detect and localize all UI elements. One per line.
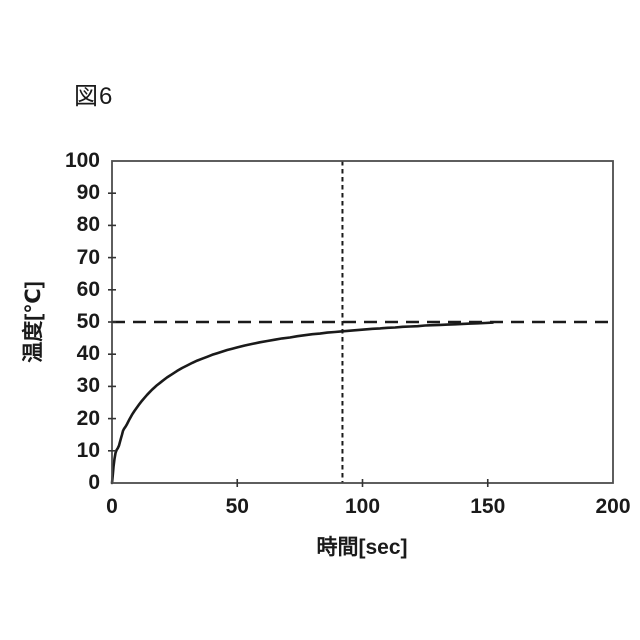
x-tick-label-100: 100 <box>344 495 381 518</box>
x-tick-label-200: 200 <box>595 495 631 518</box>
y-tick-label-0: 0 <box>88 471 100 494</box>
y-tick-label-20: 20 <box>76 406 100 430</box>
x-tick-label-150: 150 <box>470 495 506 518</box>
y-tick-label-90: 90 <box>76 181 100 205</box>
figure-label: 図6 <box>74 83 114 110</box>
y-tick-label-80: 80 <box>76 213 100 237</box>
y-tick-label-50: 50 <box>76 310 100 333</box>
data-series-curve <box>110 321 495 485</box>
y-tick-label-40: 40 <box>76 342 100 366</box>
y-tick-label-10: 10 <box>76 438 100 462</box>
reference-lines <box>112 161 613 483</box>
y-tick-label-70: 70 <box>76 245 100 269</box>
x-tick-label-50: 50 <box>225 495 249 518</box>
y-axis-title: 温度[℃] <box>22 281 45 363</box>
y-tick-label-100: 100 <box>64 149 100 172</box>
x-tick-label-0: 0 <box>106 495 118 518</box>
temperature-curve <box>110 321 495 485</box>
y-tick-label-30: 30 <box>76 374 100 398</box>
x-axis-title: 時間[sec] <box>316 536 408 559</box>
plot-axes <box>108 160 614 487</box>
y-tick-label-60: 60 <box>76 277 100 301</box>
